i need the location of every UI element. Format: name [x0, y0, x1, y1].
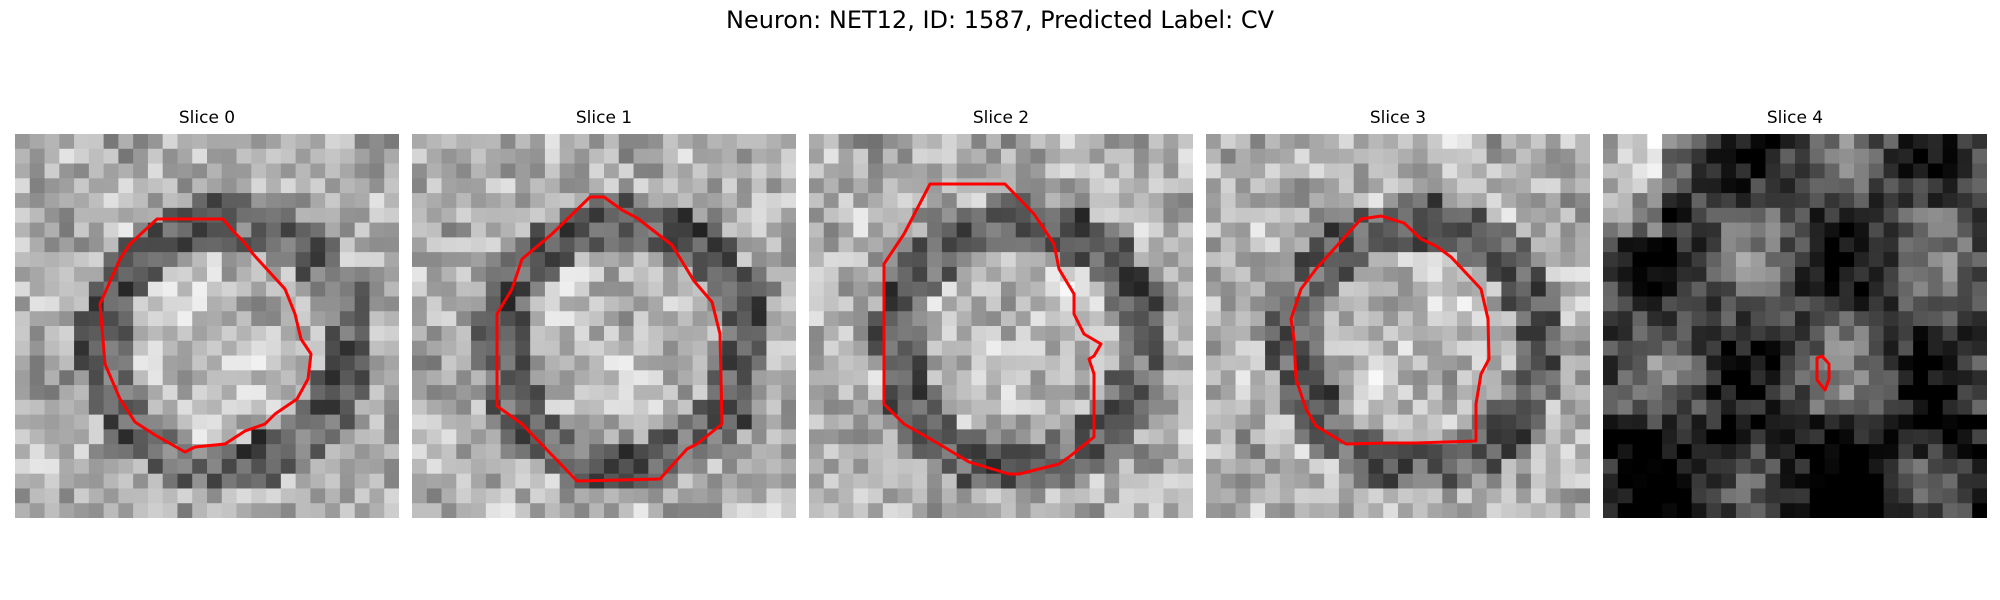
roi-outline	[98, 217, 313, 454]
pixel-grid	[15, 134, 399, 518]
figure-title: Neuron: NET12, ID: 1587, Predicted Label…	[726, 6, 1274, 34]
roi-outline	[1815, 354, 1831, 392]
slice-image-0	[15, 134, 399, 518]
slice-image-2	[809, 134, 1193, 518]
roi-outline	[882, 182, 1103, 476]
slice-image-4	[1603, 134, 1987, 518]
slice-title-4: Slice 4	[1766, 108, 1824, 128]
pixel-grid	[412, 134, 796, 518]
slice-title-2: Slice 2	[972, 108, 1030, 128]
slice-title-0: Slice 0	[178, 108, 236, 128]
slice-title-3: Slice 3	[1369, 108, 1427, 128]
roi-outline	[1289, 214, 1491, 446]
slice-image-3	[1206, 134, 1590, 518]
slice-title-1: Slice 1	[575, 108, 633, 128]
pixel-grid	[1603, 134, 1987, 518]
pixel-grid	[1206, 134, 1590, 518]
slice-image-1	[412, 134, 796, 518]
pixel-grid	[809, 134, 1193, 518]
roi-outline	[495, 195, 724, 483]
